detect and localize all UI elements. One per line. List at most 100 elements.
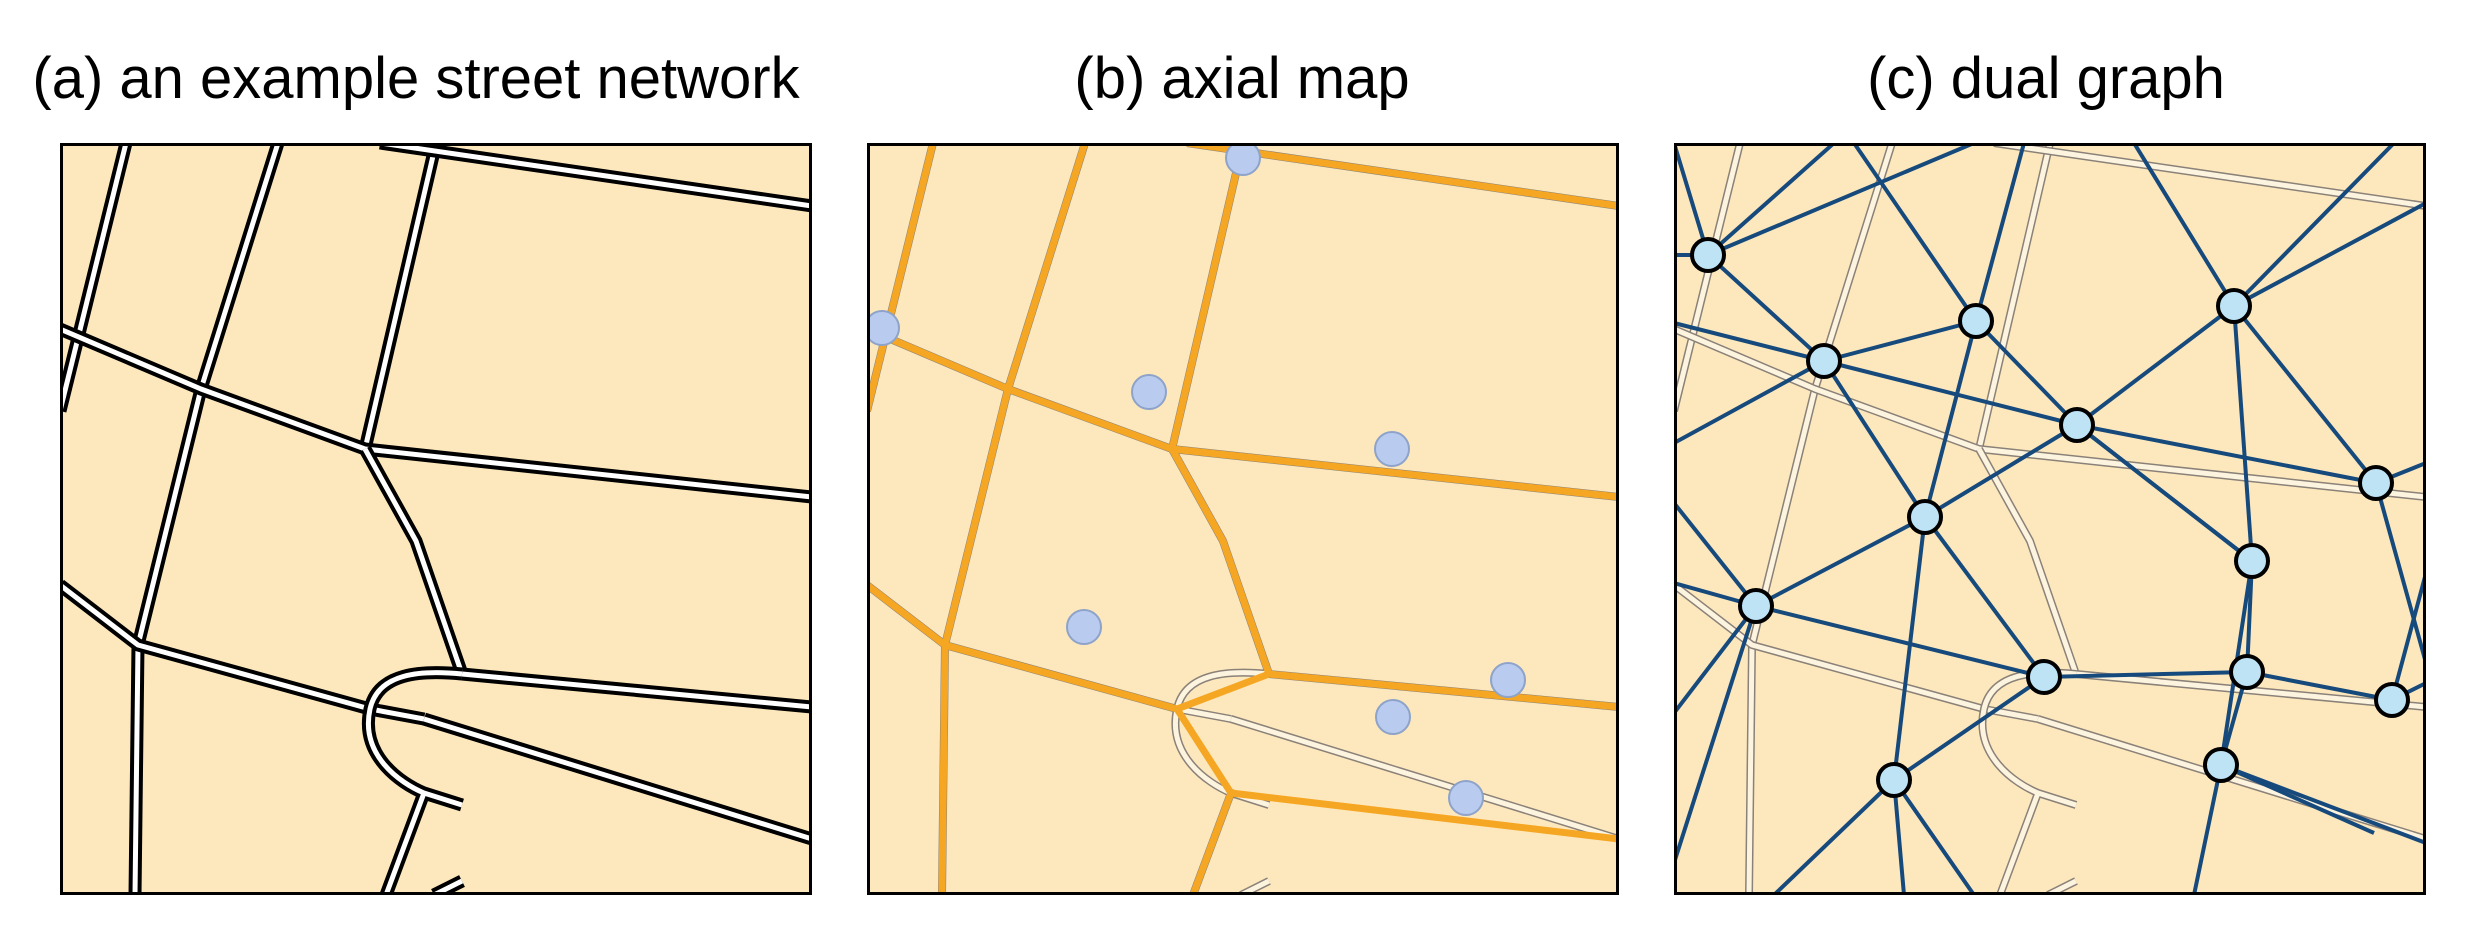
street-east-upper-fill xyxy=(461,671,812,710)
axial-line-12 xyxy=(1189,791,1235,895)
axial-line-2 xyxy=(938,143,1089,895)
dual-edge-outer-3 xyxy=(1707,143,1975,257)
axial-line-1 xyxy=(867,143,937,412)
street-network-frame xyxy=(60,143,812,895)
dual-edge-4 xyxy=(2075,304,2236,427)
axial-intersection-4 xyxy=(1374,431,1410,467)
axial-map-frame xyxy=(867,143,1619,895)
axial-intersections xyxy=(867,143,1526,816)
dual-node-5 xyxy=(2216,288,2252,324)
dual-edge-outer-6 xyxy=(1674,359,1825,445)
street-h-2-fill xyxy=(1674,583,2039,722)
street-h-2-fill xyxy=(60,583,425,722)
street-v-1-fill xyxy=(1746,143,1895,895)
street-east-upper-fill xyxy=(2075,671,2426,710)
axial-line-6 xyxy=(867,582,1178,713)
dual-edge-outer-16 xyxy=(1772,778,1896,895)
dual-graph-frame xyxy=(1674,143,2426,895)
axial-lines xyxy=(867,143,1619,895)
dual-graph-edges xyxy=(1674,143,2426,895)
axial-map-background xyxy=(867,143,1619,895)
dual-node-6 xyxy=(2358,465,2394,501)
street-v-2-fill xyxy=(1976,143,2053,450)
dual-edge-10 xyxy=(1755,515,1926,608)
street-network-panel xyxy=(60,143,812,895)
dual-edge-outer-24 xyxy=(2374,482,2426,664)
street-network-background xyxy=(60,143,812,895)
dual-node-11 xyxy=(2229,654,2265,690)
dual-edge-outer-18 xyxy=(1892,779,1906,895)
dual-edge-outer-19 xyxy=(2192,764,2223,895)
street-diag-fill xyxy=(1976,447,2079,675)
dual-edge-outer-15 xyxy=(1674,501,1758,608)
axial-intersection-2 xyxy=(867,310,900,346)
dual-edge-22 xyxy=(2075,423,2254,563)
dual-edge-8 xyxy=(1923,423,2079,519)
dual-edge-14 xyxy=(2043,670,2248,679)
street-h-1-fill xyxy=(60,326,812,500)
axial-intersection-7 xyxy=(1375,699,1411,735)
dual-edge-2 xyxy=(1823,319,1977,363)
axial-line-11 xyxy=(1230,789,1619,843)
dual-edge-outer-17 xyxy=(1892,778,1976,895)
axial-line-3 xyxy=(1168,143,1247,450)
street-far-left-fill xyxy=(60,143,129,412)
dual-edge-outer-10 xyxy=(2233,201,2426,308)
street-east-lower-fill xyxy=(1230,716,1619,842)
dual-edge-1 xyxy=(1706,253,1826,363)
dual-edge-18 xyxy=(2232,305,2254,562)
street-v-1-fill xyxy=(132,143,281,895)
dual-node-2 xyxy=(1806,343,1842,379)
cul-de-sac-fill xyxy=(1173,670,1270,895)
dual-edge-outer-9 xyxy=(2132,143,2236,308)
street-top-right-fill xyxy=(1993,143,2426,209)
street-diag-fill xyxy=(362,447,465,675)
dual-node-3 xyxy=(1958,303,1994,339)
axial-intersection-3 xyxy=(1131,374,1167,410)
dual-edge-13 xyxy=(1755,604,2045,679)
panel-title-street-network: (a) an example street network xyxy=(32,46,800,111)
street-top-right-fill xyxy=(379,143,812,209)
axial-line-9 xyxy=(1175,670,1271,713)
dual-edge-outer-5 xyxy=(1674,321,1825,363)
axial-line-10 xyxy=(1174,707,1234,795)
axial-intersection-6 xyxy=(1490,662,1526,698)
dual-node-13 xyxy=(1876,762,1912,798)
dual-edge-outer-2 xyxy=(1674,143,1710,256)
dual-node-1 xyxy=(1690,237,1726,273)
panel-title-dual-graph: (c) dual graph xyxy=(1867,46,2225,111)
dual-edge-outer-8 xyxy=(1974,143,2026,322)
dual-node-9 xyxy=(1738,588,1774,624)
dual-edge-outer-14 xyxy=(1674,604,1758,715)
street-h-1-fill xyxy=(1674,326,2426,500)
dual-node-12 xyxy=(2374,682,2410,718)
cul-de-sac-fill xyxy=(1980,670,2077,895)
dual-node-4 xyxy=(2059,407,2095,443)
dual-edge-outer-25 xyxy=(2390,572,2426,701)
dual-edge-11 xyxy=(1923,515,2046,679)
axial-line-7 xyxy=(1168,447,1273,676)
axial-intersection-5 xyxy=(1066,609,1102,645)
street-far-left-fill xyxy=(1674,143,1743,412)
dual-edge-16 xyxy=(2246,670,2393,702)
cul-de-sac-fill xyxy=(366,670,463,895)
dual-edge-9 xyxy=(1923,320,1978,518)
dual-edge-outer-23 xyxy=(1674,605,1758,864)
dual-edge-3 xyxy=(1974,319,2079,427)
street-v-2-fill xyxy=(362,143,439,450)
dual-edge-7 xyxy=(2232,304,2378,485)
axial-line-5 xyxy=(867,325,1619,501)
dual-node-14 xyxy=(2203,747,2239,783)
dual-edge-5 xyxy=(1823,359,2078,427)
dual-node-8 xyxy=(2234,543,2270,579)
dual-graph-nodes xyxy=(1690,237,2410,798)
dual-edge-6 xyxy=(2076,423,2377,485)
axial-intersection-8 xyxy=(1448,780,1484,816)
dual-edge-outer-4 xyxy=(1706,143,1836,257)
panel-title-axial-map: (b) axial map xyxy=(1074,46,1410,111)
dual-edge-outer-11 xyxy=(2232,143,2396,308)
axial-intersection-1 xyxy=(1225,143,1261,176)
dual-edge-outer-7 xyxy=(1852,143,1978,323)
dual-node-10 xyxy=(2026,659,2062,695)
axial-line-8 xyxy=(1268,670,1619,711)
